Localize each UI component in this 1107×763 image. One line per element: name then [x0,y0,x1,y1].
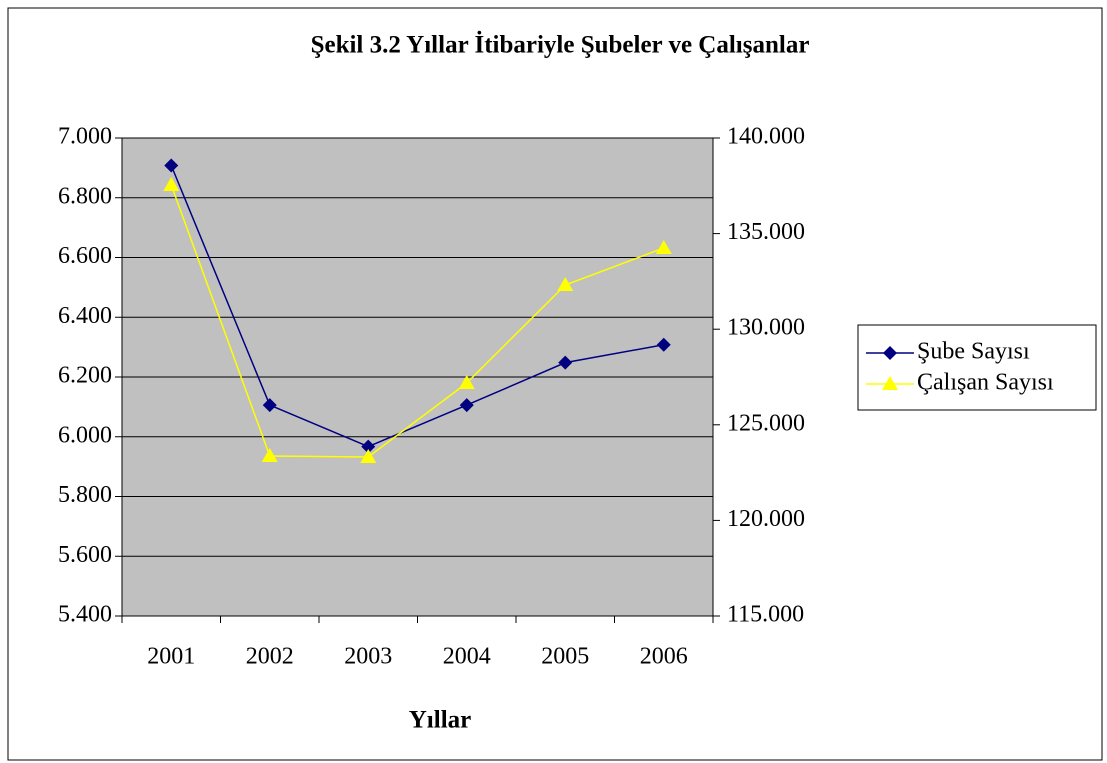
data-point [458,375,475,390]
legend-label: Çalışan Sayısı [917,370,1054,396]
y2-tick-label: 130.000 [727,315,805,341]
chart-title: Şekil 3.2 Yıllar İtibariyle Şubeler ve Ç… [311,31,810,59]
x-tick-label: 2001 [147,644,195,670]
x-axis-title: Yıllar [409,707,472,734]
x-tick-label: 2002 [246,644,294,670]
x-tick-label: 2004 [443,644,491,670]
y2-tick-label: 140.000 [727,124,805,150]
legend-box [857,324,1097,411]
data-point [360,448,377,463]
y2-tick-label: 125.000 [727,410,805,436]
y2-tick-label: 120.000 [727,506,805,532]
data-point [261,448,278,463]
data-point [361,439,376,454]
y-tick-label: 6.600 [58,243,112,269]
data-point [163,176,180,191]
y-tick-label: 6.400 [58,303,112,329]
series-line [170,165,664,448]
data-point [164,158,179,173]
legend-marker [882,376,898,390]
y-tick-label: 5.600 [58,542,112,568]
y-tick-label: 7.000 [58,124,112,150]
x-tick-label: 2005 [541,644,589,670]
data-point [262,398,277,413]
series-line [170,184,665,458]
data-point [655,239,672,254]
y2-tick-label: 135.000 [727,219,805,245]
data-point [558,355,573,370]
x-tick-label: 2003 [344,644,392,670]
data-point [656,337,671,352]
y-tick-label: 6.200 [58,363,112,389]
y-tick-label: 6.800 [58,183,112,209]
y-tick-label: 6.000 [58,422,112,448]
x-tick-label: 2006 [640,644,688,670]
legend-label: Şube Sayısı [917,339,1030,365]
y2-tick-label: 115.000 [727,602,804,628]
data-point [459,398,474,413]
y-tick-label: 5.800 [58,482,112,508]
data-point [557,276,574,291]
y-tick-label: 5.400 [58,602,112,628]
legend-marker [883,346,897,360]
